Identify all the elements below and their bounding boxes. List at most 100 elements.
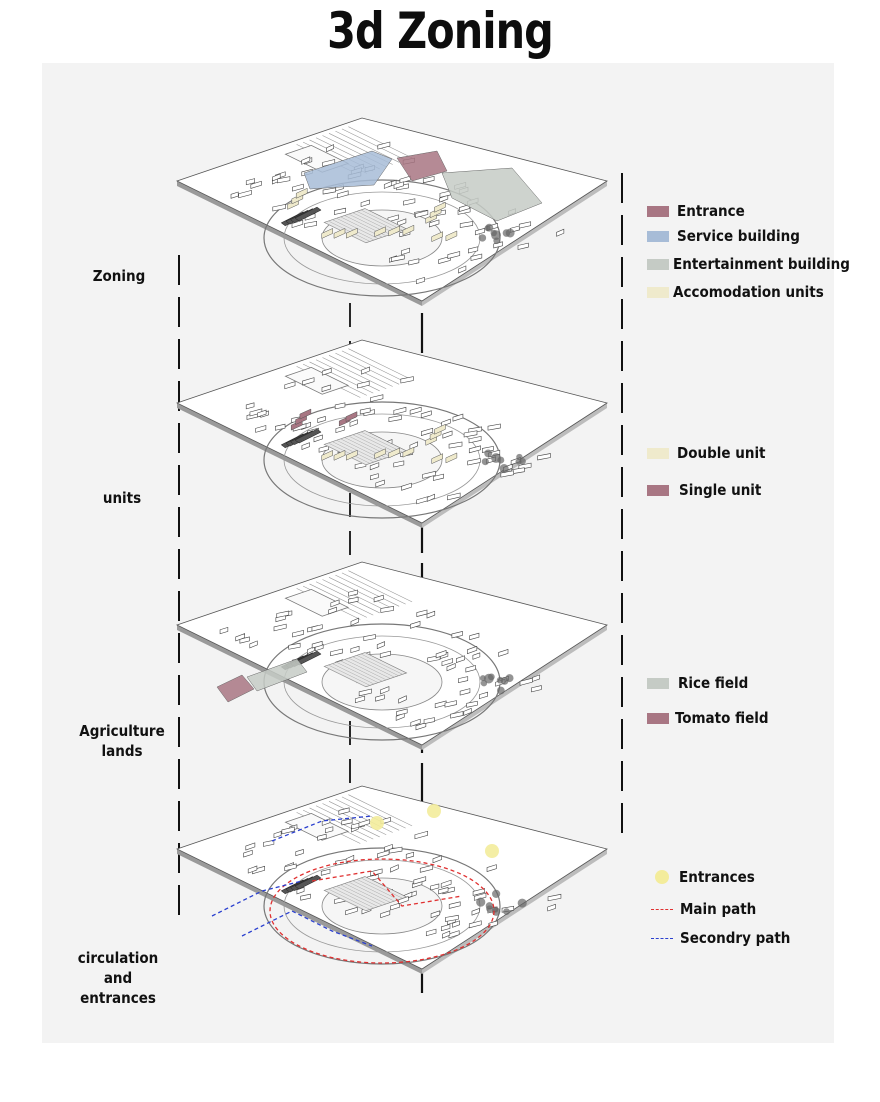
entrances-dot: [655, 870, 669, 884]
building-block: [486, 864, 497, 872]
building-block: [360, 199, 370, 208]
field-row: [324, 666, 367, 688]
building-block: [465, 665, 476, 673]
grid-line: [341, 128, 406, 161]
field-row: [340, 660, 383, 682]
zone-double-unit: [402, 446, 415, 458]
building-block: [235, 633, 245, 642]
main-path-ring: [269, 858, 495, 964]
building-block: [408, 258, 420, 266]
building-block: [363, 634, 376, 642]
field-row: [328, 220, 371, 242]
building-block: [284, 863, 297, 872]
building-block: [321, 367, 332, 376]
field-row: [360, 431, 403, 453]
tree: [486, 905, 494, 913]
building-block: [470, 253, 483, 261]
building-block: [263, 839, 275, 847]
tree: [491, 453, 501, 463]
rice-field-swatch: [647, 677, 669, 689]
building-block: [426, 610, 436, 619]
building-block: [459, 221, 474, 228]
building-block: [334, 402, 346, 410]
zone-double-unit: [346, 449, 358, 461]
building-block: [219, 626, 229, 635]
zone-accommodation: [295, 187, 308, 199]
dark-roof-block: [294, 428, 322, 444]
legend-accommodation: Accomodation units: [647, 283, 824, 301]
building-block: [442, 430, 453, 439]
building-block: [441, 923, 451, 932]
building-block: [466, 700, 478, 708]
tree: [500, 677, 509, 685]
grid-line: [335, 574, 400, 607]
building-block: [250, 180, 262, 189]
site-layer-2: [175, 339, 608, 528]
building-block: [383, 180, 393, 189]
building-block: [409, 441, 418, 450]
field-row: [324, 890, 367, 912]
grid-line: [322, 357, 387, 389]
building-block: [444, 700, 457, 708]
grid-line: [348, 126, 413, 159]
tree: [493, 237, 500, 245]
building-block: [301, 156, 311, 165]
label-circulation: circulation and entrances: [43, 948, 193, 1008]
building-block: [440, 879, 452, 888]
building-block: [458, 265, 467, 274]
building-block: [468, 920, 482, 929]
zone-entrance: [396, 150, 448, 182]
building-block: [463, 707, 472, 716]
legend-service: Service building: [647, 227, 800, 245]
building-block: [230, 191, 239, 199]
building-block: [302, 377, 315, 386]
sports-court: [284, 812, 350, 841]
building-block: [295, 849, 304, 857]
building-block: [239, 636, 250, 644]
building-block: [396, 708, 408, 716]
building-block: [448, 930, 460, 939]
building-block: [243, 849, 253, 858]
site-layer-1: [175, 117, 608, 306]
building-block: [345, 906, 358, 916]
building-block: [245, 178, 255, 186]
plane-edge-front: [177, 403, 422, 528]
tree: [487, 673, 495, 681]
entrance-marker: [427, 804, 441, 818]
building-block: [517, 242, 529, 250]
building-block: [451, 631, 463, 639]
zone-accommodation: [445, 230, 458, 242]
building-block: [257, 409, 267, 418]
entrance-swatch: [647, 205, 669, 217]
building-block: [467, 645, 478, 655]
building-block: [330, 599, 340, 608]
building-block: [482, 445, 494, 453]
building-block: [317, 833, 327, 841]
building-block: [493, 241, 503, 249]
building-block: [373, 594, 384, 603]
field-row: [328, 664, 371, 686]
tree: [503, 908, 510, 915]
building-block: [272, 204, 286, 212]
building-block: [447, 492, 461, 501]
zone-double-unit: [431, 453, 443, 465]
zone-double-unit: [321, 450, 333, 461]
building-block: [300, 893, 311, 901]
secondary-path: [211, 880, 373, 947]
legend-single-unit: Single unit: [647, 481, 761, 499]
zone-single-unit: [299, 408, 312, 420]
building-block: [463, 430, 478, 438]
building-block: [337, 190, 349, 199]
layer-drawing: [175, 117, 623, 993]
building-block: [384, 843, 393, 852]
zone-accommodation: [402, 224, 415, 236]
legend-entrances-label: Entrances: [679, 868, 755, 886]
ring-road-inner: [283, 635, 481, 729]
building-block: [393, 181, 404, 190]
building-block: [547, 903, 556, 912]
field-row: [352, 212, 395, 234]
plane-edge-side: [422, 625, 607, 750]
tree: [476, 897, 486, 907]
building-block: [273, 623, 287, 632]
building-block: [421, 427, 434, 436]
